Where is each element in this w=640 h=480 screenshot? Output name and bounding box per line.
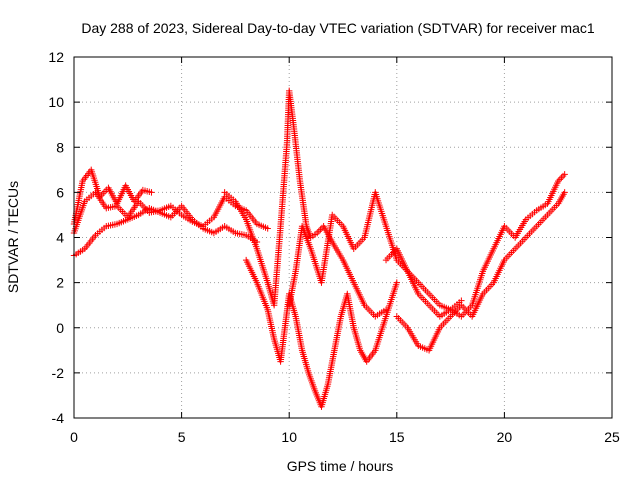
y-tick-label: -4: [52, 410, 65, 426]
series-arc-2: [70, 189, 271, 237]
data-point: [393, 279, 400, 286]
series-arc-4: [221, 87, 390, 320]
axis-ticks: 0 5 10 15 20 25 -4 -2 0 2 4 6 8 10 12: [48, 49, 620, 445]
y-axis-label: SDTVAR / TECUs: [5, 181, 21, 293]
series-arc-8: [382, 171, 568, 320]
data-points: [70, 87, 568, 410]
y-tick-label: 0: [56, 320, 64, 336]
series-arc-7: [393, 189, 568, 354]
series-arc-6: [286, 189, 465, 320]
x-tick-label: 15: [389, 429, 405, 445]
series-arc-1: [70, 166, 155, 228]
data-point: [561, 189, 568, 196]
y-tick-label: 4: [56, 230, 64, 246]
x-axis-label: GPS time / hours: [287, 458, 394, 474]
y-tick-label: -2: [52, 365, 65, 381]
chart-title: Day 288 of 2023, Sidereal Day-to-day VTE…: [81, 20, 594, 36]
data-point: [561, 171, 568, 178]
x-tick-label: 10: [281, 429, 297, 445]
x-tick-label: 25: [604, 429, 620, 445]
y-tick-label: 10: [48, 94, 64, 110]
y-tick-label: 6: [56, 184, 64, 200]
y-tick-label: 12: [48, 49, 64, 65]
data-point: [559, 172, 567, 180]
series-arc-5: [242, 256, 400, 410]
y-tick-label: 8: [56, 139, 64, 155]
x-tick-label: 0: [70, 429, 78, 445]
data-point: [317, 226, 324, 233]
data-point: [558, 174, 565, 181]
data-point: [315, 228, 322, 235]
y-tick-label: 2: [56, 275, 64, 291]
data-point: [264, 225, 271, 232]
x-tick-label: 5: [178, 429, 186, 445]
series-arc-3: [70, 202, 261, 259]
grid-lines: [74, 57, 612, 418]
data-point: [148, 189, 155, 196]
x-tick-label: 20: [497, 429, 513, 445]
